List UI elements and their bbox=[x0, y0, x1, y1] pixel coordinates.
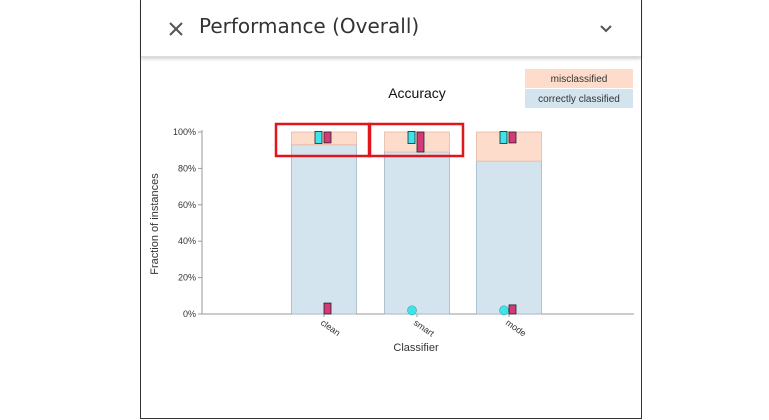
cyan-marker-bottom bbox=[407, 305, 417, 316]
chart-legend: misclassified correctly classified bbox=[525, 69, 633, 108]
cyan-marker bbox=[407, 131, 416, 144]
legend-label: correctly classified bbox=[538, 94, 620, 105]
chevron-down-icon[interactable] bbox=[597, 20, 615, 38]
y-tick-label: 40% bbox=[178, 236, 196, 246]
x-tick-label: mode bbox=[504, 317, 528, 338]
cyan-marker bbox=[499, 131, 508, 144]
chart-highlights bbox=[274, 122, 465, 158]
close-icon[interactable] bbox=[165, 18, 187, 40]
highlight-box bbox=[367, 122, 465, 158]
panel-header: Performance (Overall) bbox=[141, 0, 641, 57]
y-tick-label: 80% bbox=[178, 163, 196, 173]
y-axis-label: Fraction of instances bbox=[149, 173, 161, 275]
y-tick-label: 20% bbox=[178, 273, 196, 283]
bar-segment-correct bbox=[476, 160, 542, 315]
bar-segment-correct bbox=[291, 144, 357, 315]
y-tick-label: 60% bbox=[178, 200, 196, 210]
chart-markers bbox=[314, 131, 517, 316]
magenta-marker bbox=[508, 131, 517, 144]
bar-segment-correct bbox=[384, 151, 450, 315]
panel-title: Performance (Overall) bbox=[199, 14, 420, 38]
legend-swatch bbox=[525, 69, 633, 88]
magenta-marker-bottom bbox=[323, 302, 332, 315]
x-tick-label: smart bbox=[412, 317, 437, 338]
chart-bars bbox=[291, 131, 542, 315]
x-axis-label: Classifier bbox=[393, 342, 439, 354]
magenta-marker-bottom bbox=[508, 304, 517, 315]
x-tick-label: clean bbox=[319, 317, 342, 338]
chart-title: Accuracy bbox=[388, 85, 446, 101]
legend-label: misclassified bbox=[551, 74, 608, 85]
magenta-marker bbox=[323, 131, 332, 144]
cyan-marker-bottom bbox=[499, 305, 509, 316]
legend-swatch bbox=[525, 89, 633, 108]
cyan-marker bbox=[314, 131, 323, 144]
magenta-marker bbox=[416, 131, 425, 153]
y-tick-label: 0% bbox=[183, 309, 196, 319]
y-tick-label: 100% bbox=[173, 127, 196, 137]
